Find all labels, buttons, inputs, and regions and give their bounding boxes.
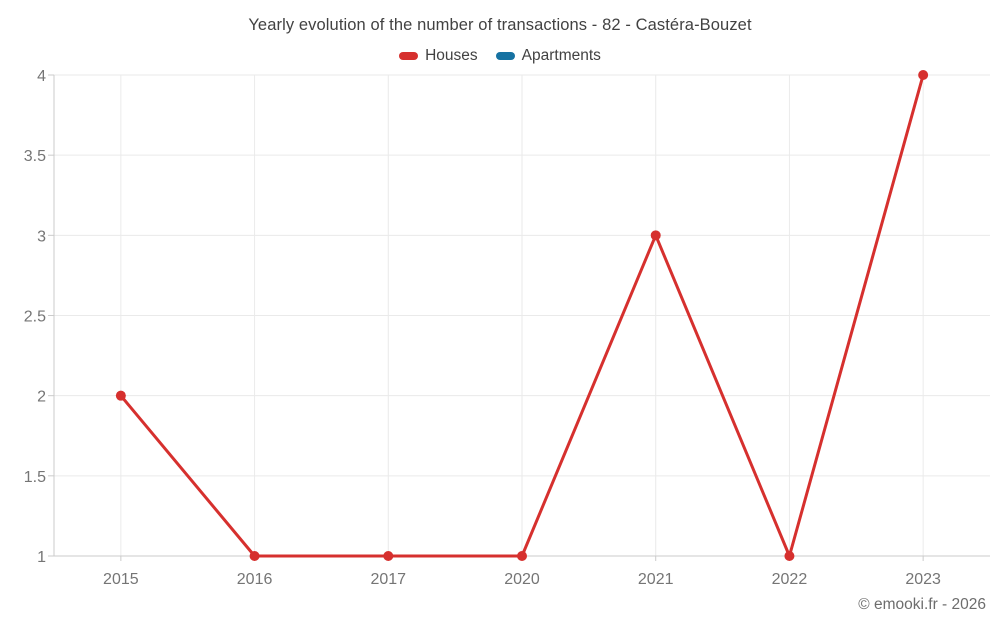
y-tick-label: 3 [37,228,46,245]
x-tick-label: 2020 [504,571,540,588]
houses-data-point[interactable] [249,551,260,561]
legend-label-houses: Houses [425,47,478,64]
houses-data-point[interactable] [517,551,527,561]
houses-data-point[interactable] [784,551,795,561]
houses-data-point[interactable] [383,551,394,561]
x-tick-label: 2016 [237,571,273,588]
x-tick-label: 2015 [103,571,139,588]
x-tick-label: 2023 [905,571,941,588]
x-tick-label: 2022 [772,571,808,588]
houses-data-point[interactable] [115,390,126,401]
legend-label-apartments: Apartments [521,47,601,64]
y-tick-label: 2.5 [24,309,46,326]
x-tick-label: 2017 [370,571,406,588]
x-tick-label: 2021 [638,571,674,588]
y-tick-label: 2 [37,389,46,406]
legend-item-houses[interactable]: Houses [399,47,478,65]
apartments-swatch-icon [495,52,515,60]
watermark: © emooki.fr - 2026 [858,596,986,613]
houses-data-point[interactable] [650,230,661,241]
houses-data-point[interactable] [918,70,929,80]
legend: Houses Apartments [0,46,1000,66]
houses-swatch-icon [399,52,419,60]
chart-title: Yearly evolution of the number of transa… [248,16,752,34]
legend-item-apartments[interactable]: Apartments [495,47,601,65]
y-tick-label: 3.5 [24,148,46,165]
y-tick-label: 1.5 [24,469,46,486]
y-tick-label: 4 [37,68,46,85]
y-tick-label: 1 [37,549,46,566]
